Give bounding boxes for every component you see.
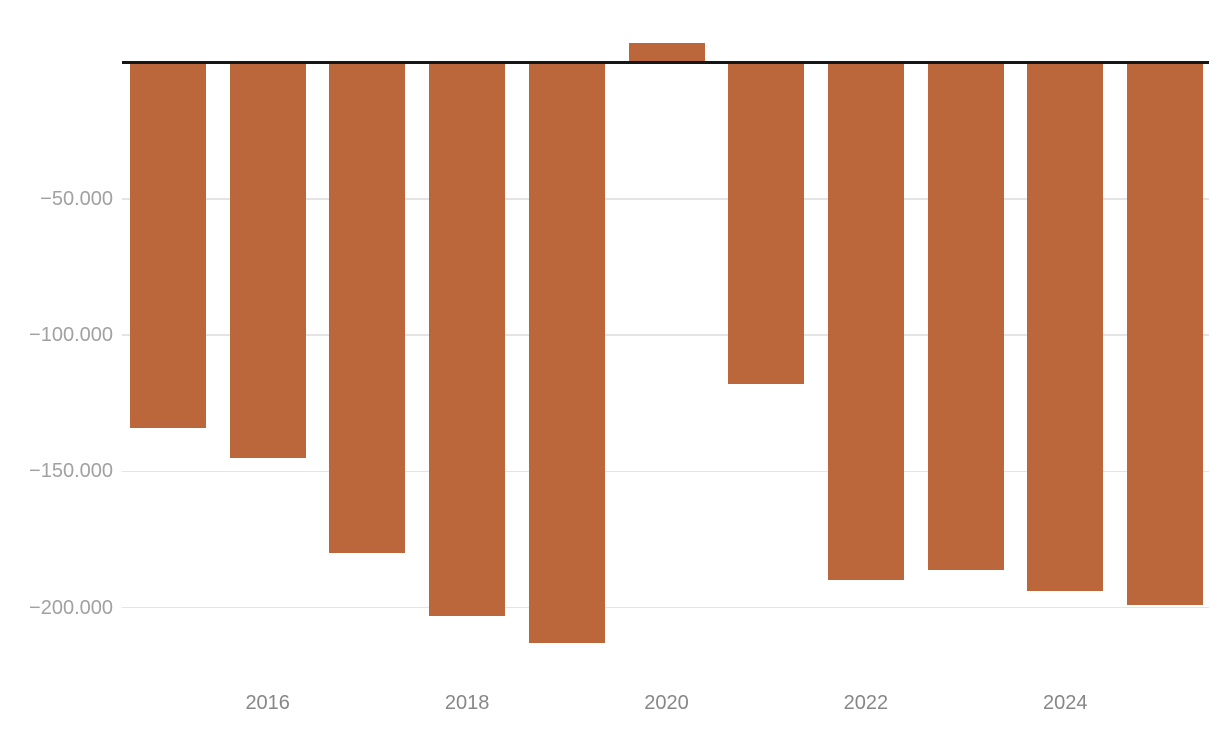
bar-2025[interactable] xyxy=(1127,62,1203,605)
zero-baseline xyxy=(122,61,1209,64)
x-tick-label: 2020 xyxy=(644,692,689,714)
y-tick-label: −200.000 xyxy=(29,596,113,619)
bar-2017[interactable] xyxy=(329,62,406,554)
gridline xyxy=(122,198,1209,200)
x-tick-label: 2024 xyxy=(1043,692,1088,714)
bar-2019[interactable] xyxy=(528,62,605,644)
bar-2018[interactable] xyxy=(429,62,506,616)
bar-2021[interactable] xyxy=(728,62,805,385)
x-tick-label: 2018 xyxy=(444,692,490,714)
x-tick-label: 2016 xyxy=(245,692,290,714)
y-tick-label: −100.000 xyxy=(29,324,113,347)
bar-2016[interactable] xyxy=(229,62,306,458)
y-tick-label: −50.000 xyxy=(40,187,113,210)
gridline xyxy=(122,334,1209,336)
bar-2023[interactable] xyxy=(927,62,1004,570)
bar-2020[interactable] xyxy=(628,43,705,63)
x-tick-label: 2022 xyxy=(843,692,889,714)
bar-2022[interactable] xyxy=(827,62,904,581)
gridline xyxy=(122,606,1209,609)
bar-2015[interactable] xyxy=(130,62,206,428)
y-tick-label: −150.000 xyxy=(29,460,113,483)
bar-2024[interactable] xyxy=(1027,62,1104,592)
gridline xyxy=(122,470,1209,473)
